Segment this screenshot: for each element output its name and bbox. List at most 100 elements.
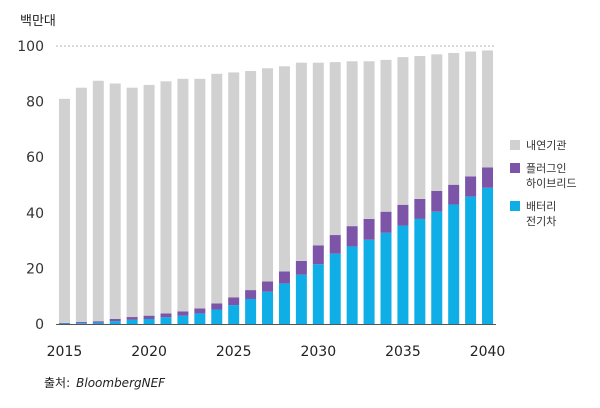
bar-ice-2030 xyxy=(312,62,324,246)
bar-ice-2023 xyxy=(194,78,206,309)
bar-phev-2030 xyxy=(312,245,324,265)
bar-phev-2019 xyxy=(126,317,138,320)
bar-ice-2016 xyxy=(75,87,87,323)
bar-ice-2037 xyxy=(431,54,443,191)
bar-bev-2019 xyxy=(126,319,138,324)
legend-label-bev: 배터리 전기차 xyxy=(526,200,557,228)
bar-phev-2036 xyxy=(414,198,426,219)
bar-phev-2024 xyxy=(211,303,223,310)
y-axis-unit-label: 백만대 xyxy=(20,14,56,29)
bar-bev-2040 xyxy=(482,187,494,324)
bar-bev-2025 xyxy=(228,305,240,324)
bar-ice-2027 xyxy=(262,68,274,282)
bar-bev-2027 xyxy=(262,291,274,324)
bar-ice-2032 xyxy=(346,61,358,227)
bar-ice-2029 xyxy=(295,62,307,261)
legend-item-phev: 플러그인 하이브리드 xyxy=(510,161,577,191)
bar-ice-2036 xyxy=(414,56,426,199)
bar-bev-2018 xyxy=(109,321,121,324)
bar-phev-2040 xyxy=(482,167,494,188)
x-tick-label-2030: 2030 xyxy=(300,344,336,360)
bar-phev-2033 xyxy=(363,218,375,240)
source-note: 출처: BloombergNEF xyxy=(44,374,165,391)
bar-phev-2025 xyxy=(228,297,240,306)
bar-phev-2016 xyxy=(75,322,87,324)
bar-bev-2023 xyxy=(194,313,206,324)
x-tick-label-2020: 2020 xyxy=(131,344,167,360)
bar-phev-2015 xyxy=(58,322,70,324)
bar-phev-2026 xyxy=(245,290,257,299)
bar-phev-2022 xyxy=(177,311,189,316)
bar-ice-2040 xyxy=(482,50,494,168)
bar-phev-2027 xyxy=(262,281,274,292)
bar-bev-2016 xyxy=(75,323,87,324)
bar-phev-2039 xyxy=(465,176,477,197)
bar-bev-2020 xyxy=(143,319,155,324)
source-prefix: 출처: xyxy=(44,376,71,390)
bar-ice-2031 xyxy=(329,62,341,236)
bar-bev-2035 xyxy=(397,225,409,324)
bar-phev-2021 xyxy=(160,313,172,318)
bar-phev-2017 xyxy=(92,321,104,323)
bar-bev-2039 xyxy=(465,196,477,324)
bar-phev-2028 xyxy=(278,271,290,284)
bar-phev-2034 xyxy=(380,211,392,233)
x-tick-label-2040: 2040 xyxy=(470,344,506,360)
bar-bev-2034 xyxy=(380,232,392,324)
bar-phev-2029 xyxy=(295,260,307,275)
bar-phev-2032 xyxy=(346,226,358,247)
legend-item-bev: 배터리 전기차 xyxy=(510,199,577,229)
bar-bev-2037 xyxy=(431,211,443,324)
x-tick-label-2015: 2015 xyxy=(47,344,83,360)
bar-ice-2039 xyxy=(465,51,477,177)
bar-phev-2037 xyxy=(431,190,443,212)
legend: 내연기관 플러그인 하이브리드 배터리 전기차 xyxy=(510,138,577,237)
bar-ice-2019 xyxy=(126,87,138,318)
bar-ice-2017 xyxy=(92,80,104,322)
bar-ice-2015 xyxy=(58,98,70,323)
bar-ice-2018 xyxy=(109,83,121,319)
bar-phev-2031 xyxy=(329,235,341,254)
legend-swatch-ice xyxy=(510,140,520,150)
bar-bev-2024 xyxy=(211,309,223,324)
bar-bev-2028 xyxy=(278,283,290,324)
bar-ice-2026 xyxy=(245,71,257,291)
bar-bev-2031 xyxy=(329,253,341,324)
x-tick-label-2035: 2035 xyxy=(385,344,421,360)
legend-label-phev: 플러그인 하이브리드 xyxy=(526,162,577,190)
bar-bev-2026 xyxy=(245,298,257,324)
x-tick-label-2025: 2025 xyxy=(216,344,252,360)
legend-item-ice: 내연기관 xyxy=(510,138,577,153)
legend-label-ice: 내연기관 xyxy=(526,139,567,152)
bar-ice-2038 xyxy=(448,52,460,185)
bar-bev-2036 xyxy=(414,218,426,324)
source-name: BloombergNEF xyxy=(76,376,166,390)
bar-phev-2020 xyxy=(143,315,155,319)
bar-bev-2015 xyxy=(58,323,70,324)
y-tick-label-0: 0 xyxy=(35,317,44,333)
bar-phev-2038 xyxy=(448,184,460,205)
bar-ice-2022 xyxy=(177,78,189,312)
bar-stacks xyxy=(58,50,494,324)
legend-swatch-phev xyxy=(510,163,520,173)
bar-phev-2035 xyxy=(397,204,409,226)
y-tick-label-100: 100 xyxy=(17,39,44,55)
y-tick-label-80: 80 xyxy=(26,95,44,111)
bar-ice-2034 xyxy=(380,59,392,212)
bar-ice-2020 xyxy=(143,84,155,316)
y-tick-labels: 0 20 40 60 80 100 xyxy=(17,39,44,333)
bar-bev-2029 xyxy=(295,274,307,324)
y-tick-label-40: 40 xyxy=(26,206,44,222)
bar-bev-2033 xyxy=(363,239,375,324)
bar-ice-2024 xyxy=(211,73,223,304)
bar-bev-2038 xyxy=(448,204,460,324)
bar-bev-2032 xyxy=(346,246,358,324)
bar-bev-2030 xyxy=(312,264,324,324)
x-tick-labels: 2015 2020 2025 2030 2035 2040 xyxy=(47,344,506,360)
bar-phev-2018 xyxy=(109,319,121,322)
bar-ice-2021 xyxy=(160,81,172,314)
bar-ice-2025 xyxy=(228,72,240,298)
y-tick-label-60: 60 xyxy=(26,150,44,166)
legend-swatch-bev xyxy=(510,201,520,211)
